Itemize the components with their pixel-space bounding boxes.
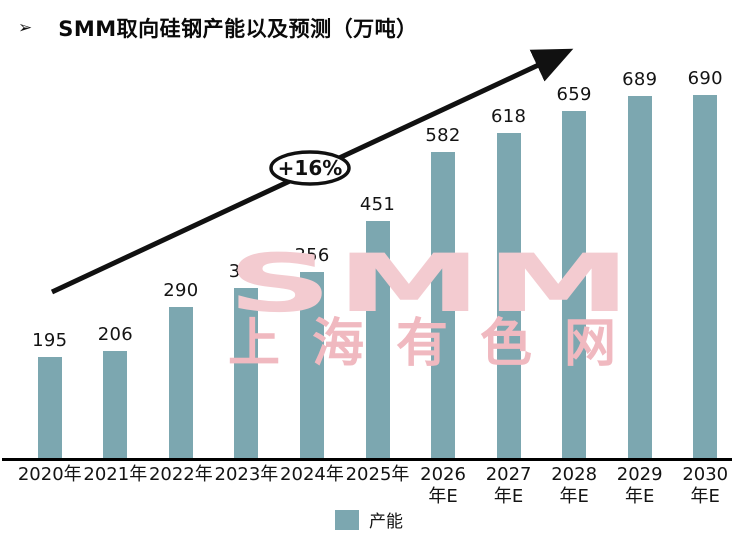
bar-column: 290 (148, 280, 214, 460)
bar-value-label: 326 (228, 261, 265, 282)
bar (496, 133, 521, 460)
bar (299, 272, 324, 460)
x-axis-label: 2027 年E (485, 464, 532, 507)
page-title: SMM取向硅钢产能以及预测（万吨） (58, 17, 418, 41)
x-axis-label: 2026 年E (420, 464, 466, 507)
bar (168, 307, 193, 460)
bar-column: 206 (83, 324, 149, 460)
bar-value-label: 206 (97, 324, 133, 345)
bar-column: 690 (672, 68, 738, 460)
x-axis-label: 2024年 (280, 464, 344, 485)
legend-color-swatch (335, 509, 359, 530)
bar (562, 111, 587, 460)
x-axis-label: 2023年 (214, 464, 279, 485)
bar-value-label: 451 (359, 194, 396, 215)
bar-column: 195 (17, 330, 83, 460)
bar-value-label: 582 (425, 125, 461, 146)
bar-value-label: 659 (556, 84, 592, 105)
bar (627, 96, 652, 460)
x-axis-label: 2025年 (345, 464, 410, 485)
legend-label: 产能 (369, 512, 403, 532)
bar-column: 689 (607, 69, 673, 460)
x-axis-label: 2028 年E (551, 464, 598, 507)
x-axis-label: 2021年 (83, 464, 148, 485)
x-axis-label: 2022年 (148, 464, 213, 485)
bar (693, 95, 718, 460)
x-axis-label: 2020年 (17, 464, 82, 485)
bar-value-label: 618 (490, 106, 527, 127)
bar (365, 221, 390, 460)
bar (234, 288, 259, 460)
bar (37, 357, 62, 460)
bar-column: 356 (279, 245, 345, 460)
bar-plot-area: 195 206 290 326 356 451 582 618 659 689 690 (17, 0, 738, 460)
bar (431, 152, 456, 460)
x-axis-label: 2029 年E (616, 464, 663, 507)
bar-value-label: 689 (622, 69, 658, 90)
legend: 产能 (0, 507, 738, 532)
x-axis-labels-row: 2020年 2021年 2022年 2023年 2024年 2025年 2026 年E 202… (17, 464, 738, 507)
bar-value-label: 690 (687, 68, 723, 89)
bar-column: 451 (345, 194, 411, 460)
bar-column: 582 (410, 125, 476, 460)
title-bullet-arrow-icon: ➢ (18, 17, 33, 38)
bar-value-label: 290 (163, 280, 199, 301)
chart-title-row: ➢ SMM取向硅钢产能以及预测（万吨） (18, 13, 418, 43)
x-axis-line (2, 458, 732, 461)
bar-column: 326 (214, 261, 280, 460)
bar-column: 659 (541, 84, 607, 460)
bar-value-label: 195 (32, 330, 68, 351)
x-axis-label: 2030 年E (682, 464, 729, 507)
bar-column: 618 (476, 106, 542, 460)
bar-value-label: 356 (294, 245, 330, 266)
bar (103, 351, 128, 460)
